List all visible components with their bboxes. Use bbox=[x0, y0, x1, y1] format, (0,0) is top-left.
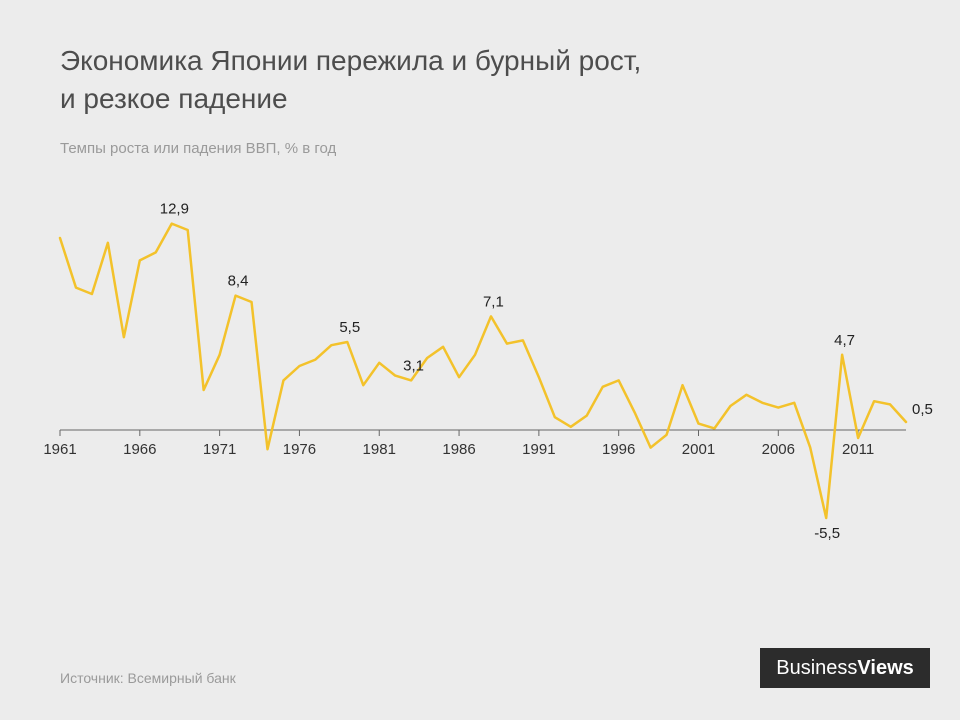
x-tick-label: 1976 bbox=[283, 441, 316, 458]
figure-canvas: Экономика Японии пережила и бурный рост,… bbox=[0, 0, 960, 720]
data-point-label: 12,9 bbox=[160, 201, 189, 218]
x-tick-label: 2011 bbox=[842, 441, 874, 458]
x-tick-label: 2001 bbox=[682, 441, 715, 458]
x-tick-label: 1986 bbox=[442, 441, 475, 458]
data-point-label: 8,4 bbox=[228, 273, 249, 290]
chart-subtitle: Темпы роста или падения ВВП, % в год bbox=[60, 140, 336, 157]
data-point-label: 5,5 bbox=[339, 319, 360, 336]
x-tick-label: 1961 bbox=[43, 441, 76, 458]
x-tick-label: 1996 bbox=[602, 441, 635, 458]
x-tick-label: 2006 bbox=[762, 441, 795, 458]
data-point-label: 7,1 bbox=[483, 293, 504, 310]
x-tick-label: 1981 bbox=[363, 441, 396, 458]
data-point-label: 3,1 bbox=[403, 357, 424, 374]
data-point-label: 4,7 bbox=[834, 332, 855, 349]
data-point-label: 0,5 bbox=[912, 401, 933, 418]
logo-text-thin: Business bbox=[776, 657, 857, 680]
logo-text-bold: Views bbox=[857, 657, 913, 680]
source-caption: Источник: Всемирный банк bbox=[60, 670, 236, 686]
gdp-series-line bbox=[60, 224, 906, 518]
x-tick-label: 1991 bbox=[522, 441, 555, 458]
x-tick-label: 1966 bbox=[123, 441, 156, 458]
businessviews-logo: BusinessViews bbox=[760, 648, 930, 688]
x-tick-label: 1971 bbox=[203, 441, 236, 458]
chart-title: Экономика Японии пережила и бурный рост,… bbox=[60, 42, 641, 118]
data-point-label: -5,5 bbox=[814, 525, 840, 542]
gdp-line-chart: 1961196619711976198119861991199620012006… bbox=[60, 170, 906, 550]
